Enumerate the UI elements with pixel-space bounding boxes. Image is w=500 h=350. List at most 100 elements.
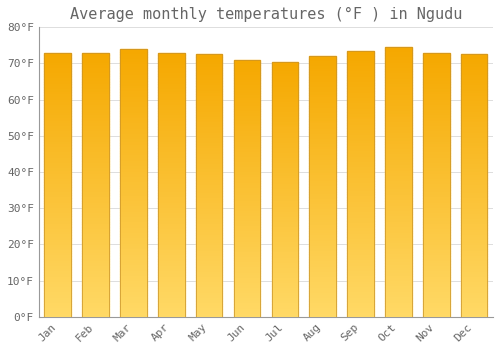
Bar xyxy=(310,75,336,77)
Bar xyxy=(234,268,260,271)
Bar xyxy=(272,95,298,97)
Bar xyxy=(196,152,222,154)
Bar xyxy=(423,272,450,274)
Bar xyxy=(234,93,260,96)
Bar xyxy=(385,196,411,198)
Bar xyxy=(82,232,109,235)
Bar xyxy=(348,309,374,312)
Bar xyxy=(348,256,374,258)
Bar xyxy=(158,74,184,76)
Bar xyxy=(196,241,222,243)
Bar xyxy=(82,235,109,238)
Bar xyxy=(82,148,109,150)
Bar xyxy=(120,194,146,196)
Bar xyxy=(196,107,222,110)
Bar xyxy=(44,169,71,172)
Bar xyxy=(385,177,411,179)
Bar xyxy=(158,201,184,203)
Bar xyxy=(272,110,298,113)
Bar xyxy=(234,150,260,152)
Bar xyxy=(272,256,298,258)
Bar xyxy=(310,280,336,283)
Bar xyxy=(196,125,222,128)
Bar xyxy=(272,279,298,281)
Bar xyxy=(385,201,411,204)
Bar xyxy=(196,301,222,304)
Bar xyxy=(196,154,222,157)
Bar xyxy=(82,137,109,140)
Bar xyxy=(196,236,222,238)
Bar xyxy=(423,134,450,137)
Bar xyxy=(385,152,411,155)
Bar xyxy=(44,301,71,303)
Bar xyxy=(310,267,336,270)
Bar xyxy=(348,245,374,248)
Bar xyxy=(423,84,450,87)
Bar xyxy=(385,301,411,303)
Bar xyxy=(82,285,109,288)
Bar xyxy=(44,206,71,209)
Bar xyxy=(348,93,374,96)
Bar xyxy=(196,222,222,225)
Bar xyxy=(44,267,71,269)
Bar xyxy=(44,55,71,58)
Bar xyxy=(423,163,450,166)
Bar xyxy=(44,261,71,264)
Bar xyxy=(423,71,450,74)
Bar xyxy=(272,238,298,240)
Bar xyxy=(234,68,260,70)
Bar xyxy=(234,119,260,121)
Bar xyxy=(423,222,450,224)
Bar xyxy=(310,220,336,223)
Bar xyxy=(348,226,374,229)
Bar xyxy=(44,306,71,309)
Bar xyxy=(120,148,146,151)
Bar xyxy=(348,285,374,288)
Bar xyxy=(461,304,487,306)
Bar xyxy=(423,282,450,285)
Bar xyxy=(272,138,298,141)
Bar xyxy=(82,100,109,103)
Bar xyxy=(272,105,298,107)
Bar xyxy=(234,260,260,263)
Bar xyxy=(120,60,146,62)
Bar xyxy=(272,141,298,143)
Bar xyxy=(348,147,374,149)
Bar xyxy=(461,262,487,264)
Bar xyxy=(234,291,260,294)
Bar xyxy=(348,197,374,200)
Bar xyxy=(44,150,71,153)
Bar xyxy=(158,274,184,277)
Bar xyxy=(82,95,109,98)
Bar xyxy=(310,241,336,244)
Bar xyxy=(461,228,487,230)
Bar xyxy=(196,99,222,102)
Bar xyxy=(385,47,411,50)
Bar xyxy=(234,227,260,230)
Bar xyxy=(158,63,184,66)
Bar xyxy=(196,110,222,112)
Bar xyxy=(385,120,411,123)
Bar xyxy=(385,174,411,177)
Bar xyxy=(82,92,109,95)
Bar xyxy=(234,134,260,137)
Bar xyxy=(196,183,222,186)
Bar xyxy=(272,85,298,87)
Bar xyxy=(310,189,336,192)
Bar xyxy=(82,309,109,312)
Bar xyxy=(423,267,450,269)
Bar xyxy=(44,52,71,55)
Bar xyxy=(44,209,71,211)
Bar xyxy=(234,124,260,127)
Bar xyxy=(272,266,298,268)
Bar xyxy=(82,71,109,74)
Bar xyxy=(158,177,184,180)
Bar xyxy=(234,155,260,158)
Bar xyxy=(158,158,184,161)
Bar xyxy=(234,288,260,291)
Bar xyxy=(461,117,487,120)
Bar xyxy=(82,261,109,264)
Bar xyxy=(82,166,109,169)
Bar xyxy=(310,246,336,249)
Bar xyxy=(310,64,336,66)
